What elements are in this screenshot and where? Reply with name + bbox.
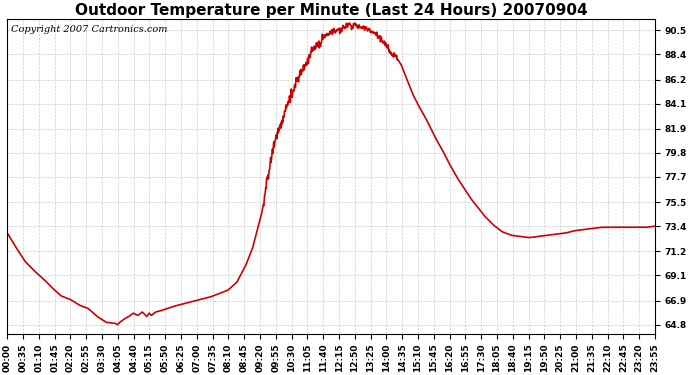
Title: Outdoor Temperature per Minute (Last 24 Hours) 20070904: Outdoor Temperature per Minute (Last 24 … bbox=[75, 3, 587, 18]
Text: Copyright 2007 Cartronics.com: Copyright 2007 Cartronics.com bbox=[10, 25, 167, 34]
